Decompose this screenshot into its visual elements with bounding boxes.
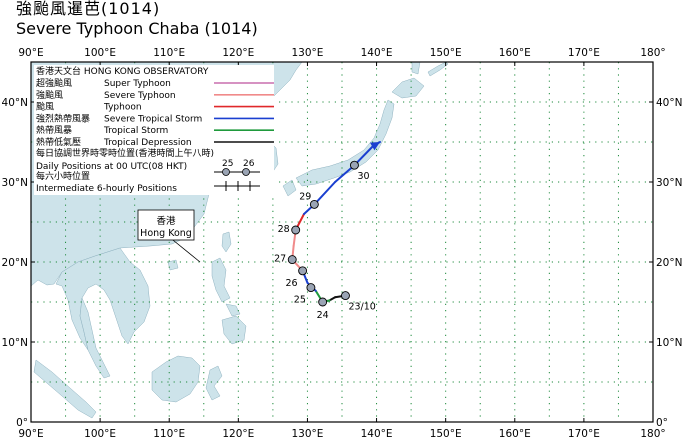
legend-daily-sample-label-2: 26 <box>243 159 255 169</box>
map-frame: 90°E 90°E 100°E 100°E 110°E 110°E 120°E 120°E 13… <box>2 47 683 440</box>
lat-tick-label-right: 30°N <box>656 177 682 189</box>
daily-position-label: 29 <box>299 191 311 202</box>
legend-daily-marker-2 <box>242 168 250 176</box>
daily-position-label: 26 <box>286 278 298 289</box>
legend-item-zh: 強颱風 <box>36 89 63 101</box>
legend-daily-zh: 每日協調世界時零時位置(香港時間上午八時) <box>36 147 214 159</box>
legend-item-en: Severe Typhoon <box>104 91 176 101</box>
daily-position-label: 23/10 <box>348 302 375 313</box>
daily-positions: 23/10 24 25 26 27 28 29 30 <box>274 160 376 321</box>
lat-tick-label-right: 10°N <box>656 337 682 349</box>
legend-item-en: Typhoon <box>103 103 142 113</box>
lon-tick-label-bottom: 110°E <box>153 428 185 440</box>
lon-tick-label-bottom: 160°E <box>499 428 531 440</box>
land-borneo <box>151 355 201 403</box>
legend: 香港天文台 HONG KONG OBSERVATORY 超強颱風 Super Ty… <box>34 65 274 195</box>
land-philippines-visayas <box>225 303 241 317</box>
land-taiwan <box>221 231 232 253</box>
lat-tick-label-right: 0° <box>656 417 668 429</box>
lon-tick-label-bottom: 120°E <box>222 428 254 440</box>
daily-position-label: 25 <box>294 295 306 306</box>
lon-tick-label-bottom: 140°E <box>361 428 393 440</box>
legend-daily-en: Daily Positions at 00 UTC(08 HKT) <box>36 162 187 172</box>
legend-category-rows: 超強颱風 Super Typhoon 強颱風 Severe Typhoon 颱風 Typh… <box>36 77 274 148</box>
track-arrowhead <box>369 142 381 151</box>
grid <box>31 62 653 422</box>
daily-position-label: 27 <box>274 254 286 265</box>
lat-tick-label-right: 20°N <box>656 257 682 269</box>
lon-tick-label-bottom: 100°E <box>84 428 116 440</box>
daily-position-marker <box>309 199 319 209</box>
daily-position-label: 30 <box>357 171 369 182</box>
legend-six-hourly-zh: 每六小時位置 <box>36 170 90 182</box>
lat-tick-label-left: 30°N <box>2 177 28 189</box>
lon-tick-label-top: 140°E <box>361 47 393 59</box>
land-japan-hokkaido <box>391 77 425 99</box>
track-segment <box>353 145 375 167</box>
lon-tick-label-top: 100°E <box>84 47 116 59</box>
daily-position-marker <box>287 255 297 265</box>
daily-position-marker <box>291 225 301 235</box>
land-philippines-luzon <box>211 257 231 303</box>
legend-item-zh: 颱風 <box>36 102 54 113</box>
hong-kong-label-zh: 香港 <box>156 215 176 227</box>
legend-daily-sample-label-1: 25 <box>222 159 233 169</box>
hong-kong-box <box>137 209 195 241</box>
lon-tick-label-bottom: 130°E <box>291 428 323 440</box>
daily-position-marker <box>298 266 308 276</box>
land-indochina <box>55 247 151 351</box>
lon-tick-label-top: 170°E <box>568 47 600 59</box>
land-sulawesi <box>205 365 223 401</box>
legend-item-en: Tropical Depression <box>103 138 192 148</box>
lon-tick-label-bottom: 90°E <box>18 428 43 440</box>
daily-position-marker <box>306 283 316 293</box>
lat-tick-label-right: 40°N <box>656 97 682 109</box>
lon-tick-label-bottom: 170°E <box>568 428 600 440</box>
lat-tick-label-left: 10°N <box>2 337 28 349</box>
lon-tick-label-top: 150°E <box>430 47 462 59</box>
land-japan-kyushu <box>282 179 297 197</box>
legend-header: 香港天文台 HONG KONG OBSERVATORY <box>36 65 209 77</box>
land-malay-peninsula <box>79 297 111 379</box>
lon-tick-label-top: 160°E <box>499 47 531 59</box>
legend-item-zh: 超強颱風 <box>36 77 72 89</box>
daily-position-label: 28 <box>278 224 290 235</box>
daily-position-label: 24 <box>317 310 329 321</box>
legend-item-zh: 強烈熱帶風暴 <box>36 112 90 124</box>
legend-six-hourly-en: Intermediate 6-hourly Positions <box>36 184 177 194</box>
lon-tick-label-top: 120°E <box>222 47 254 59</box>
legend-item-en: Tropical Storm <box>103 126 168 136</box>
legend-daily-marker-1 <box>222 168 230 176</box>
track-segment <box>328 296 337 302</box>
land-sumatra <box>33 359 97 419</box>
track-segment <box>313 181 337 206</box>
title-english: Severe Typhoon Chaba (1014) <box>16 19 258 38</box>
title-chinese: 強颱風暹芭(1014) <box>16 0 161 18</box>
land-philippines-mindanao <box>221 315 247 345</box>
land-kuril-islands <box>427 61 449 77</box>
map-border <box>30 61 654 423</box>
daily-position-marker <box>349 160 359 170</box>
legend-item-zh: 熱帶低氣壓 <box>36 136 81 148</box>
lon-tick-label-top: 90°E <box>18 47 43 59</box>
daily-position-marker <box>341 291 350 301</box>
lon-tick-label-top: 130°E <box>291 47 323 59</box>
lon-tick-label-top: 110°E <box>153 47 185 59</box>
legend-item-en: Severe Tropical Storm <box>104 114 202 124</box>
axis-ticks: 90°E 90°E 100°E 100°E 110°E 110°E 120°E 120°E 13… <box>2 47 683 440</box>
hong-kong-callout: 香港 Hong Kong <box>137 209 201 263</box>
legend-daily-sample: 25 26 <box>214 159 260 176</box>
lon-tick-label-top: 180° <box>640 47 665 59</box>
lat-tick-label-left: 0° <box>16 417 28 429</box>
lat-tick-label-left: 40°N <box>2 97 28 109</box>
legend-item-zh: 熱帶風暴 <box>36 124 72 136</box>
legend-six-hourly-sample <box>214 181 260 191</box>
legend-item-en: Super Typhoon <box>104 79 171 89</box>
lon-tick-label-bottom: 150°E <box>430 428 462 440</box>
daily-position-marker <box>318 297 328 307</box>
lon-tick-label-bottom: 180° <box>640 428 665 440</box>
lat-tick-label-left: 20°N <box>2 257 28 269</box>
hong-kong-label-en: Hong Kong <box>140 228 192 239</box>
